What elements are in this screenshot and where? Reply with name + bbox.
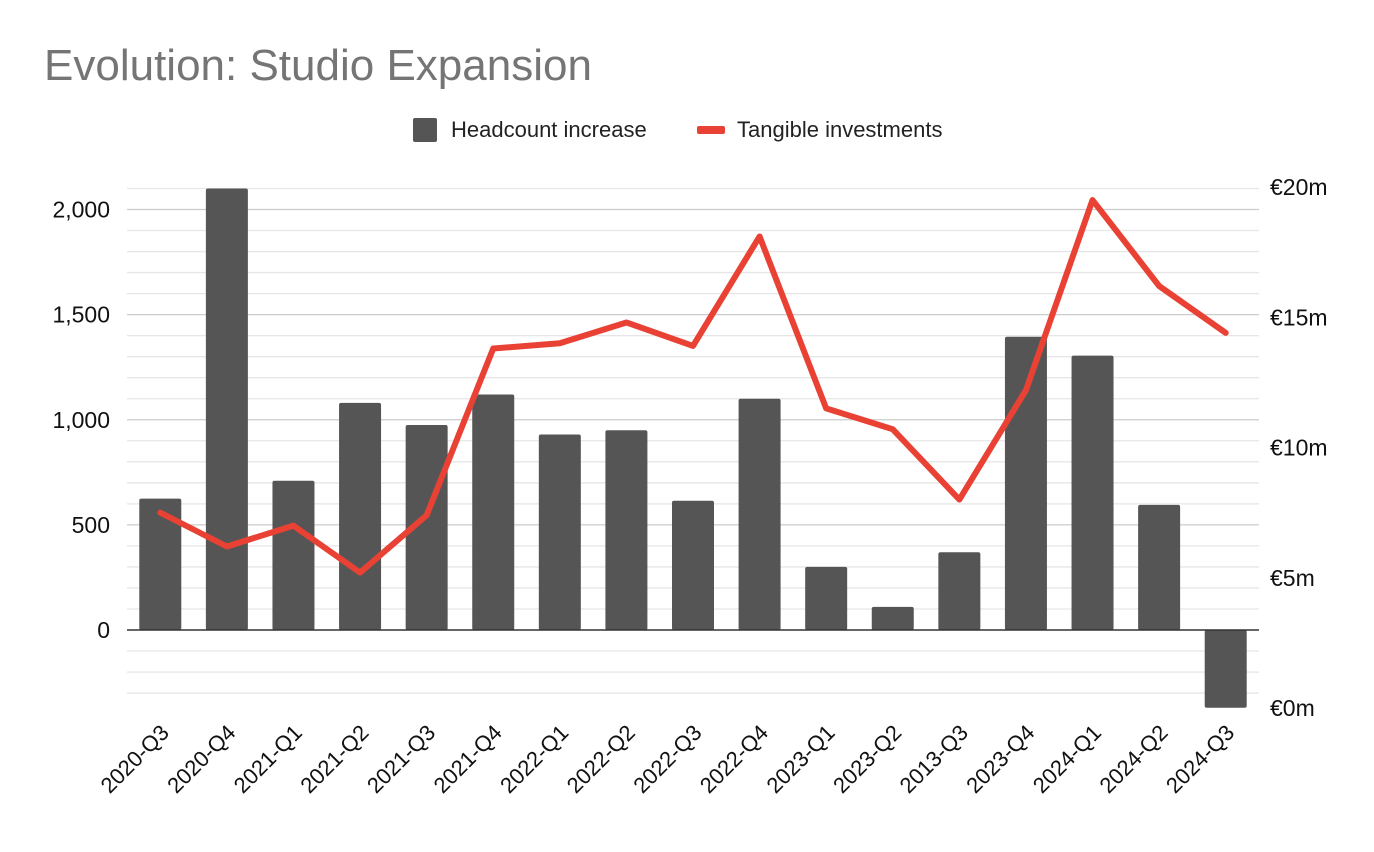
bar-2022-q1 (538, 434, 581, 630)
x-tick-label: 2022-Q4 (695, 720, 773, 798)
x-tick-label: 2022-Q1 (495, 720, 573, 798)
chart-title: Evolution: Studio Expansion (44, 41, 592, 90)
bar-2024-q2 (1138, 504, 1181, 630)
legend: Headcount increase Tangible investments (413, 117, 942, 142)
x-tick-label: 2023-Q2 (828, 720, 906, 798)
legend-swatch-bars (413, 118, 437, 142)
line-series (157, 197, 1229, 576)
legend-swatch-line (697, 126, 725, 134)
bar-2023-q4 (1004, 336, 1047, 630)
right-tick-label: €20m (1270, 174, 1328, 200)
bar-2013-q3 (938, 552, 981, 630)
bar-2021-q2 (339, 402, 382, 630)
bar-2020-q3 (139, 498, 182, 630)
left-tick-label: 1,000 (52, 407, 110, 433)
x-tick-label: 2021-Q2 (295, 720, 373, 798)
bar-2023-q2 (871, 606, 914, 630)
x-tick-label: 2024-Q2 (1094, 720, 1172, 798)
x-tick-label: 2023-Q4 (961, 720, 1039, 798)
right-tick-label: €10m (1270, 435, 1328, 461)
right-tick-label: €0m (1270, 695, 1315, 721)
bar-2024-q1 (1071, 355, 1114, 630)
x-tick-label: 2024-Q1 (1028, 720, 1106, 798)
right-tick-label: €15m (1270, 304, 1328, 330)
left-tick-label: 1,500 (52, 302, 110, 328)
left-tick-label: 0 (97, 617, 110, 643)
legend-label-line: Tangible investments (737, 117, 942, 142)
legend-label-bars: Headcount increase (451, 117, 647, 142)
x-tick-label: 2024-Q3 (1161, 720, 1239, 798)
left-axis: 0 500 1,000 1,500 2,000 (52, 197, 110, 644)
x-tick-label: 2013-Q3 (895, 720, 973, 798)
right-axis: €0m €5m €10m €15m €20m (1270, 174, 1328, 721)
left-tick-label: 2,000 (52, 197, 110, 223)
bar-2023-q1 (805, 566, 848, 630)
bar-2021-q3 (405, 425, 448, 630)
x-axis: 2020-Q32020-Q42021-Q12021-Q22021-Q32021-… (96, 720, 1240, 798)
tangible-investments-line (157, 197, 1229, 576)
bar-2021-q1 (272, 480, 315, 630)
right-tick-label: €5m (1270, 565, 1315, 591)
bars (139, 188, 1247, 708)
x-tick-label: 2020-Q4 (162, 720, 240, 798)
x-tick-label: 2021-Q4 (429, 720, 507, 798)
x-tick-label: 2021-Q3 (362, 720, 440, 798)
bar-2022-q4 (738, 398, 781, 630)
bar-2022-q3 (672, 500, 714, 630)
left-tick-label: 500 (72, 512, 110, 538)
x-tick-label: 2021-Q1 (229, 720, 307, 798)
x-tick-label: 2023-Q1 (761, 720, 839, 798)
bar-2024-q3 (1204, 630, 1247, 708)
x-tick-label: 2020-Q3 (96, 720, 174, 798)
bar-2020-q4 (205, 188, 248, 630)
x-tick-label: 2022-Q3 (628, 720, 706, 798)
bar-2021-q4 (472, 394, 515, 630)
bar-2022-q2 (605, 430, 648, 630)
gridlines (127, 187, 1259, 694)
x-tick-label: 2022-Q2 (562, 720, 640, 798)
